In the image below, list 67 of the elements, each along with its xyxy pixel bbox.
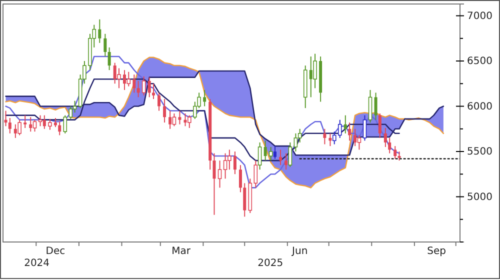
y-tick-label: 5500 <box>467 146 492 158</box>
candlestick <box>284 152 288 170</box>
candlestick <box>98 18 102 44</box>
candlestick <box>357 134 362 150</box>
x-tick-label: Sep <box>427 246 446 257</box>
candlestick <box>63 114 68 134</box>
y-tick-label: 6000 <box>467 101 492 112</box>
candlestick <box>223 152 228 180</box>
candlestick <box>268 146 273 162</box>
candlestick <box>18 119 22 136</box>
x-tick-label: Dec <box>46 246 66 257</box>
candlestick <box>136 80 140 98</box>
candlestick <box>264 140 267 162</box>
candlestick <box>158 92 161 112</box>
candlestick <box>4 110 8 127</box>
y-tick-label: 7000 <box>467 10 492 22</box>
text: 2024 <box>24 258 50 269</box>
candlestick <box>168 110 172 130</box>
candlestick <box>362 114 367 142</box>
y-tick-label: 5000 <box>467 192 492 203</box>
candlestick <box>368 89 372 124</box>
candlestick <box>72 100 77 114</box>
candlestick <box>126 71 131 87</box>
candlestick <box>348 122 352 142</box>
candlestick <box>148 76 151 98</box>
candlestick <box>243 182 246 218</box>
candlestick <box>384 127 387 148</box>
candlestick <box>394 146 397 160</box>
candlestick <box>273 146 276 160</box>
candlestick <box>58 121 62 136</box>
candlestick <box>178 110 182 125</box>
candlestick <box>24 114 27 128</box>
candlestick <box>42 114 46 130</box>
candlestick <box>68 106 73 120</box>
candlestick <box>294 132 298 152</box>
candlestick <box>398 151 401 162</box>
candlestick <box>233 151 236 175</box>
candlestick <box>288 142 292 168</box>
candlestick <box>378 113 382 138</box>
candlestick <box>38 114 42 127</box>
candlestick <box>203 89 206 107</box>
x-tick-label: Mar <box>172 246 192 257</box>
candlestick <box>132 74 136 94</box>
candlestick <box>8 118 12 134</box>
candlestick <box>328 132 332 147</box>
text: 2025 <box>258 258 284 269</box>
candlestick <box>172 113 176 127</box>
candlestick <box>104 33 107 57</box>
candlestick <box>323 128 326 145</box>
y-tick-label: 6500 <box>467 56 492 68</box>
candlestick <box>374 92 378 120</box>
candlestick <box>218 160 222 188</box>
candlestick <box>54 118 57 128</box>
candlestick <box>48 118 52 130</box>
candlestick <box>279 149 282 166</box>
candlestick <box>152 83 155 100</box>
candlestick <box>212 152 216 216</box>
candlestick <box>388 137 392 154</box>
candlestick <box>163 98 166 124</box>
candlestick <box>108 46 111 71</box>
candlestick <box>29 116 32 132</box>
x-tick-label: Jun <box>291 246 308 257</box>
candlestick <box>344 114 347 134</box>
candlestick <box>32 119 37 132</box>
candlestick <box>142 76 146 96</box>
candlestick <box>238 164 242 193</box>
candlestick <box>354 128 357 147</box>
